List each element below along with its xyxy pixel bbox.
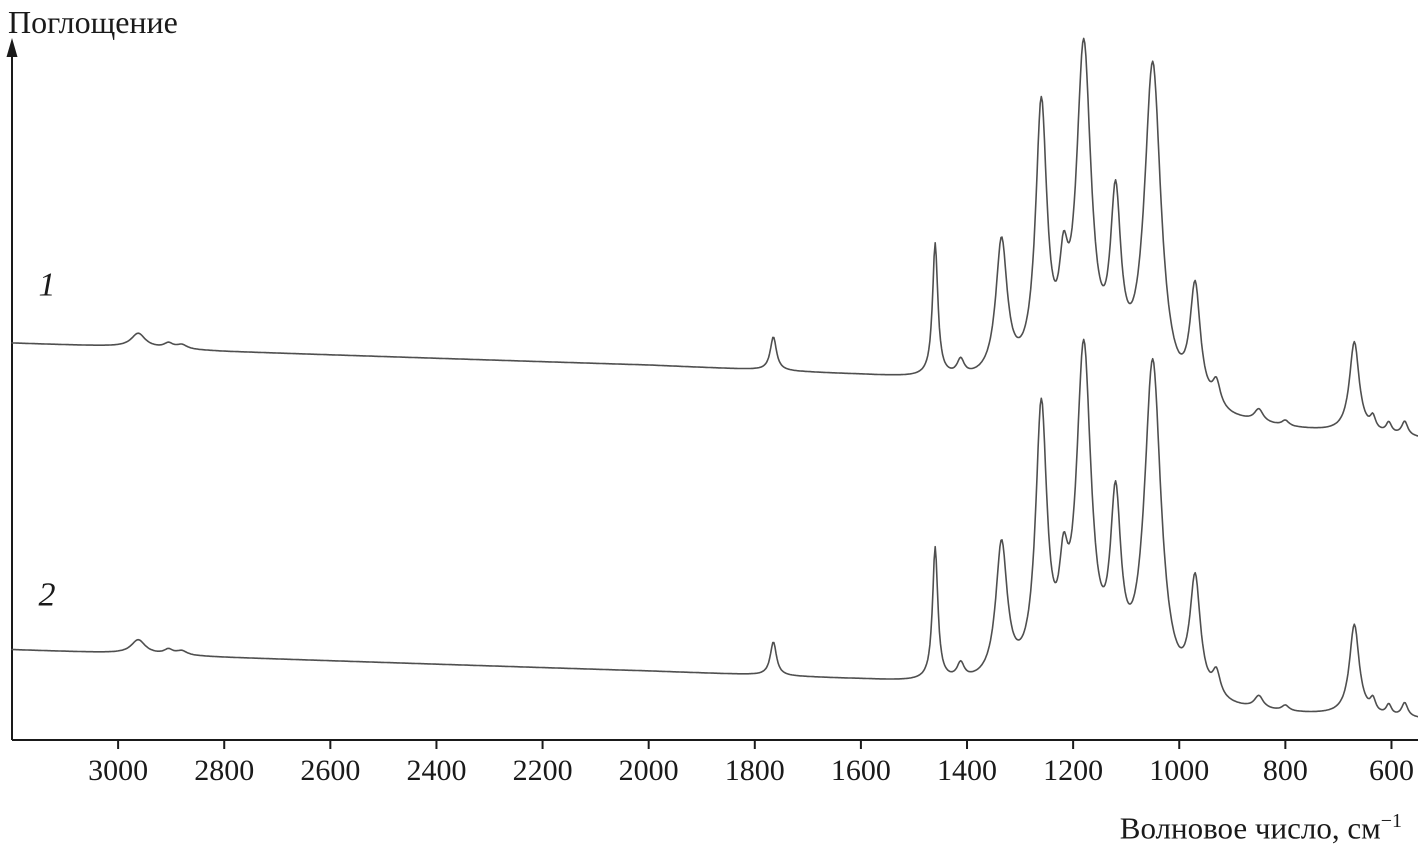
x-tick-label: 1600 xyxy=(831,754,891,787)
x-tick-label: 1400 xyxy=(937,754,997,787)
x-tick-label: 2000 xyxy=(619,754,679,787)
x-axis-title: Волновое число, см−1 xyxy=(1120,811,1402,843)
series-label-2: 2 xyxy=(39,577,56,614)
spectrum-curve-2 xyxy=(11,338,1418,718)
series-label-1: 1 xyxy=(39,267,56,304)
x-tick-label: 1800 xyxy=(725,754,785,787)
x-tick-label: 800 xyxy=(1263,754,1308,787)
y-axis-title: Поглощение xyxy=(8,4,178,40)
x-tick-label: 2600 xyxy=(300,754,360,787)
x-tick-label: 600 xyxy=(1369,754,1414,787)
x-tick-label: 2400 xyxy=(406,754,466,787)
x-axis-title-superscript: −1 xyxy=(1380,809,1402,832)
x-axis-title-text: Волновое число, см xyxy=(1119,810,1381,845)
y-axis-arrow xyxy=(6,38,18,57)
x-tick-label: 2200 xyxy=(513,754,573,787)
x-tick-label: 3000 xyxy=(88,754,148,787)
x-tick-label: 2800 xyxy=(194,754,254,787)
x-tick-label: 1200 xyxy=(1043,754,1103,787)
spectrum-curve-1 xyxy=(11,37,1418,437)
x-tick-label: 1000 xyxy=(1149,754,1209,787)
